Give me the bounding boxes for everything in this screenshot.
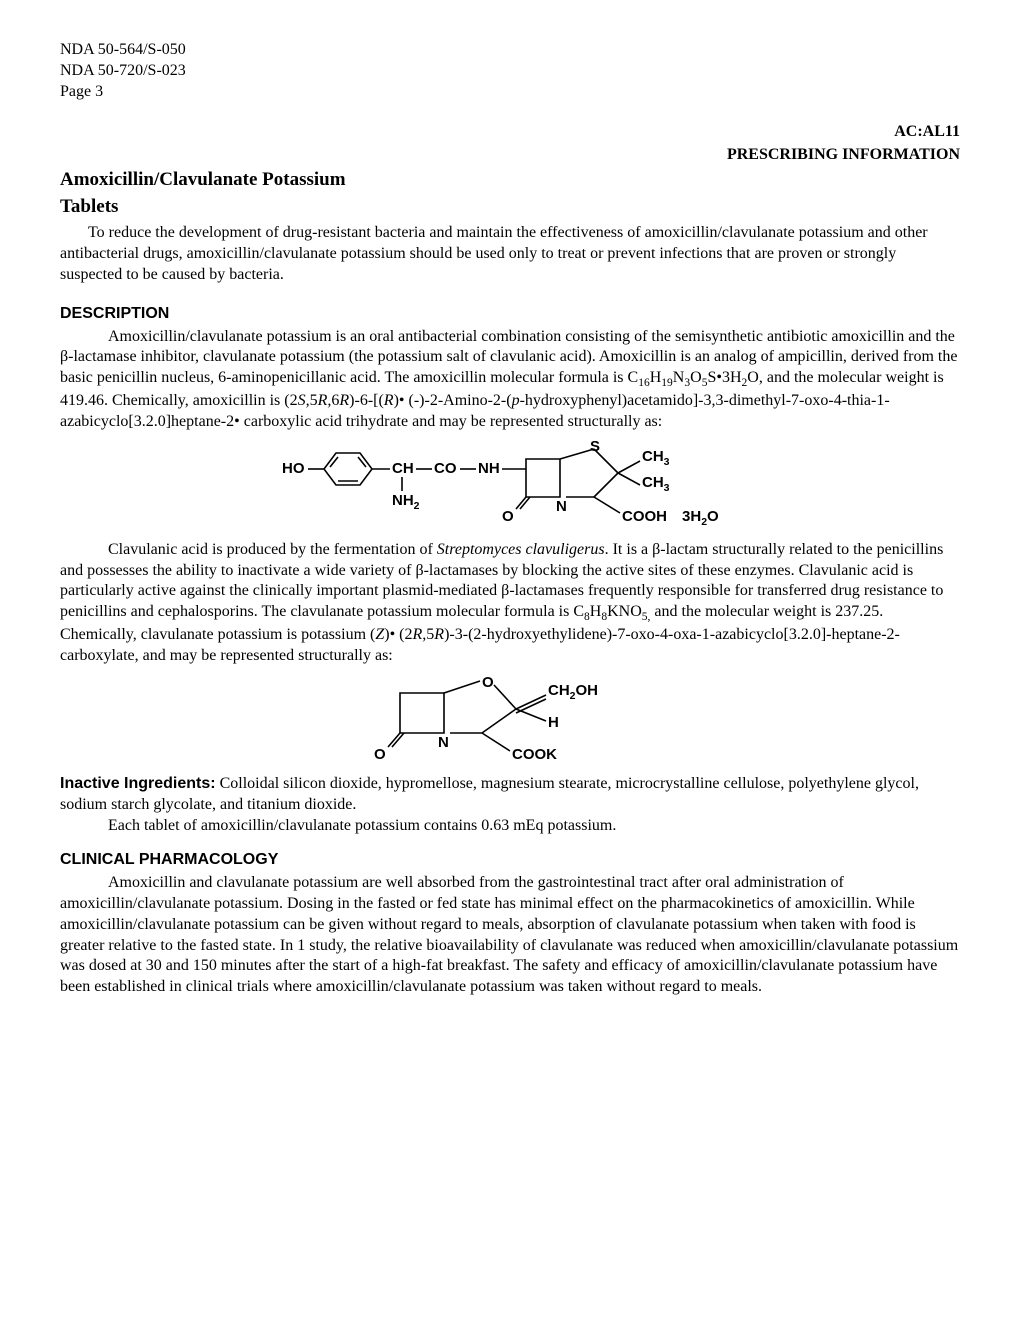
clav-formula: C8H8KNO5, bbox=[573, 603, 650, 620]
svg-text:N: N bbox=[438, 734, 449, 751]
nda-line-2: NDA 50-720/S-023 bbox=[60, 61, 960, 82]
doc-code: AC:AL11 bbox=[60, 122, 960, 143]
drug-title-line-2: Tablets bbox=[60, 195, 960, 220]
clinpharm-p1: Amoxicillin and clavulanate potassium ar… bbox=[60, 873, 960, 998]
svg-text:COOH: COOH bbox=[622, 508, 667, 525]
section-heading-clinpharm: CLINICAL PHARMACOLOGY bbox=[60, 850, 960, 871]
svg-text:HO: HO bbox=[282, 460, 305, 477]
potassium-content: Each tablet of amoxicillin/clavulanate p… bbox=[60, 816, 960, 837]
svg-text:CH3: CH3 bbox=[642, 448, 670, 468]
svg-text:N: N bbox=[556, 498, 567, 515]
doc-header: NDA 50-564/S-050 NDA 50-720/S-023 Page 3 bbox=[60, 40, 960, 102]
section-heading-description: DESCRIPTION bbox=[60, 304, 960, 325]
svg-text:CO: CO bbox=[434, 460, 457, 477]
svg-text:O: O bbox=[482, 674, 494, 691]
svg-text:NH: NH bbox=[478, 460, 500, 477]
svg-text:CH3: CH3 bbox=[642, 474, 670, 494]
svg-text:NH2: NH2 bbox=[392, 492, 420, 512]
amox-formula: C16H19N3O5S•3H2O bbox=[628, 369, 759, 386]
svg-text:S: S bbox=[590, 439, 600, 455]
svg-text:CH2OH: CH2OH bbox=[548, 682, 598, 702]
svg-text:O: O bbox=[502, 508, 514, 525]
clavulanate-structure: O N O CH2OH H COOK bbox=[360, 673, 660, 768]
svg-text:CH: CH bbox=[392, 460, 414, 477]
intro-paragraph: To reduce the development of drug-resist… bbox=[60, 223, 960, 285]
amoxicillin-structure: HO CH NH2 CO NH O N S CH3 CH3 COOH 3H2O bbox=[280, 439, 740, 534]
svg-text:O: O bbox=[374, 746, 386, 763]
drug-title-line-1: Amoxicillin/Clavulanate Potassium bbox=[60, 168, 960, 193]
nda-line-1: NDA 50-564/S-050 bbox=[60, 40, 960, 61]
svg-text:3H2O: 3H2O bbox=[682, 508, 719, 528]
doc-subheader: PRESCRIBING INFORMATION bbox=[60, 145, 960, 166]
page-number: Page 3 bbox=[60, 82, 960, 103]
inactive-ingredients: Inactive Ingredients: Colloidal silicon … bbox=[60, 774, 960, 816]
svg-text:H: H bbox=[548, 714, 559, 731]
description-p2: Clavulanic acid is produced by the ferme… bbox=[60, 540, 960, 667]
description-p1: Amoxicillin/clavulanate potassium is an … bbox=[60, 327, 960, 433]
svg-text:COOK: COOK bbox=[512, 746, 557, 763]
